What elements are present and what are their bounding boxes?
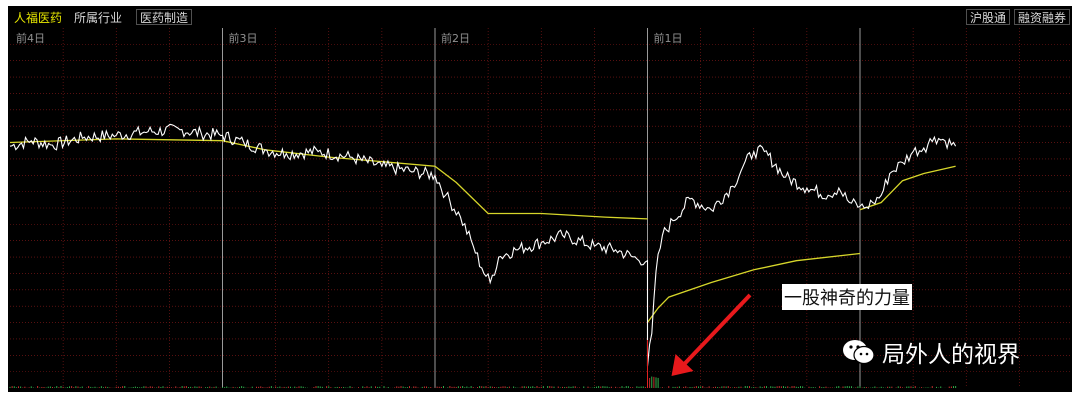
stock-name-tab[interactable]: 人福医药 <box>10 9 67 25</box>
wechat-icon <box>842 338 876 366</box>
red-arrow-head <box>671 354 694 376</box>
day-label: 前1日 <box>654 31 683 45</box>
price-line <box>9 123 957 367</box>
watermark: 局外人的视界 <box>842 332 1020 372</box>
day-label: 前3日 <box>229 31 258 45</box>
watermark-text: 局外人的视界 <box>882 342 1020 368</box>
sector-tab[interactable]: 医药制造 <box>136 9 193 25</box>
avg-price-line <box>9 138 648 220</box>
industry-label: 所属行业 <box>70 9 127 25</box>
hk-connect-tab[interactable]: 沪股通 <box>966 9 1011 25</box>
avg-price-line <box>859 165 956 211</box>
margin-trading-tab[interactable]: 融资融券 <box>1014 9 1071 25</box>
avg-price-line <box>646 252 861 323</box>
chart-toolbar: 人福医药 所属行业 医药制造 沪股通 融资融券 <box>8 6 1072 28</box>
annotation-text: 一股神奇的力量 <box>782 284 912 310</box>
red-arrow <box>680 293 752 369</box>
day-label: 前4日 <box>16 31 45 45</box>
day-label: 前2日 <box>441 31 470 45</box>
